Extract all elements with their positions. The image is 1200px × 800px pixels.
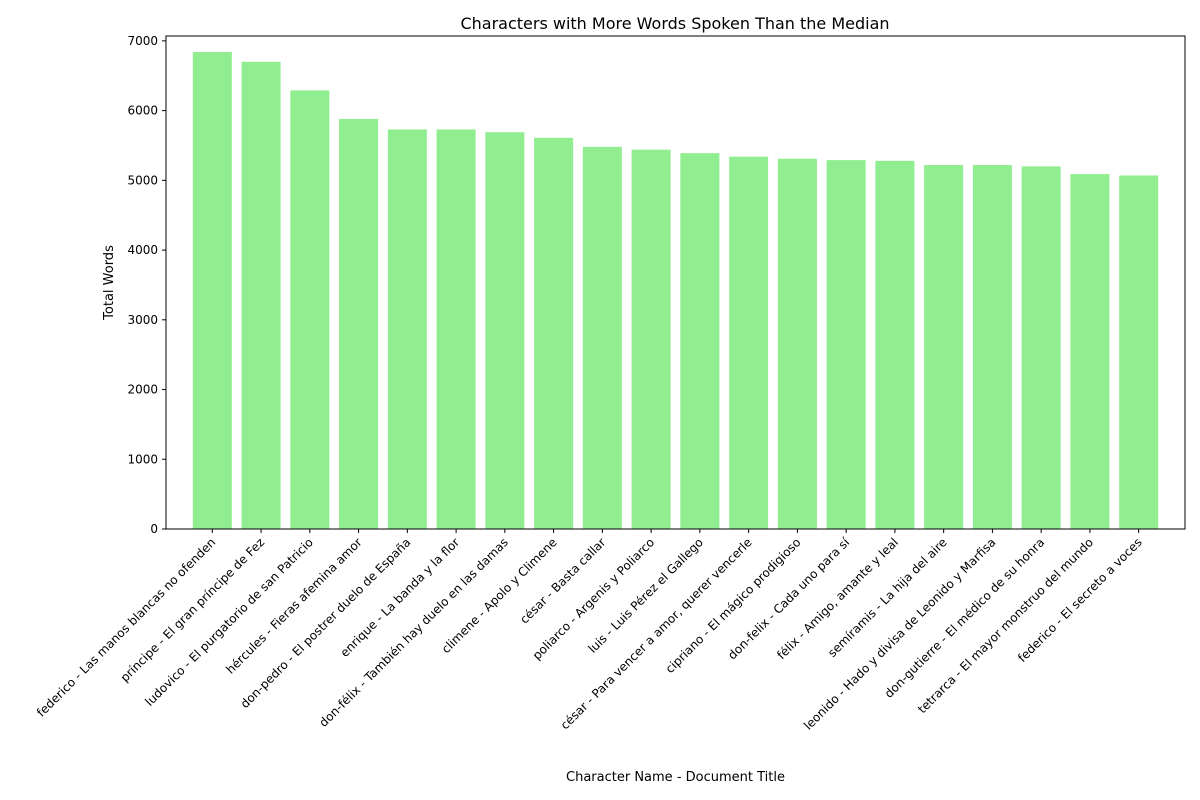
bar-11 [680,153,720,530]
y-tick-label-8: 7000 [127,34,158,48]
y-tick-label-4: 3000 [127,313,158,327]
bar-14 [826,160,866,529]
bar-7 [485,132,525,530]
x-tick-label-19: tetrarca - El mayor monstruo del mundo [915,535,1096,716]
x-tick-label-5: don-pedro - El postrer duelo de España [238,535,414,711]
bar-15 [875,160,915,529]
y-tick-label-7: 6000 [127,104,158,118]
x-tick-label-1: federico - Las manos blancas no ofenden [34,535,218,719]
y-axis-title: Total Words [102,245,117,321]
bar-6 [436,129,476,529]
bar-5 [387,129,427,529]
bar-19 [1070,174,1110,530]
bars-group [192,52,1159,530]
bar-3 [290,90,330,529]
y-axis: 0 1000 2000 3000 4000 5000 6000 7000 [127,34,166,536]
y-tick-label-1: 0 [150,522,158,536]
bar-18 [1021,166,1061,529]
x-axis: federico - Las manos blancas no ofendenp… [34,529,1145,733]
y-tick-label-3: 2000 [127,383,158,397]
bar-4 [339,118,379,530]
bar-17 [972,165,1012,530]
bar-8 [534,137,574,530]
bar-13 [777,158,817,529]
chart-title: Characters with More Words Spoken Than t… [460,14,889,33]
x-tick-label-3: ludovico - El purgatorio de san Patricio [142,535,316,709]
y-tick-label-2: 1000 [127,452,158,466]
bar-2 [241,61,281,529]
x-tick-label-9: césar - Basta callar [517,535,608,626]
plot-frame [165,35,1186,530]
x-tick-label-7: don-félix - También hay duelo en las dam… [316,535,511,730]
x-axis-title: Character Name - Document Title [566,770,785,785]
bar-20 [1119,175,1159,529]
y-tick-label-5: 4000 [127,243,158,257]
bar-1 [192,52,232,530]
bar-10 [631,149,671,529]
bar-9 [582,146,622,530]
bar-12 [729,156,769,529]
bar-16 [924,165,964,530]
y-tick-label-6: 5000 [127,173,158,187]
